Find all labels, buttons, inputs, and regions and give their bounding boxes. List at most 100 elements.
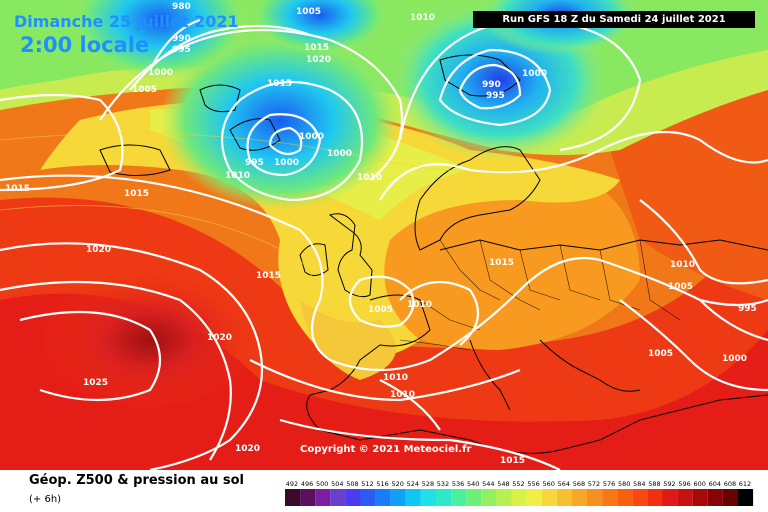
scale-value: 576: [603, 480, 615, 488]
isobar-label: 995: [486, 91, 505, 101]
scale-value: 500: [316, 480, 328, 488]
scale-value: 504: [331, 480, 343, 488]
scale-swatch: [511, 489, 527, 506]
scale-value: 568: [573, 480, 585, 488]
scale-swatch: [451, 489, 467, 506]
scale-swatch: [677, 489, 693, 506]
scale-swatch: [632, 489, 648, 506]
isobar-label: 1005: [668, 282, 694, 292]
forecast-local-time: 2:00 locale: [20, 33, 150, 57]
isobar-label: 1005: [648, 349, 674, 359]
scale-swatch: [420, 489, 436, 506]
isobar-label: 995: [738, 304, 757, 314]
isobar-label: 1000: [327, 149, 353, 159]
isobar-label: 1010: [383, 373, 409, 383]
isobar-label: 1005: [132, 85, 158, 95]
scale-swatch: [436, 489, 452, 506]
isobar-label: 1000: [274, 158, 300, 168]
isobar-label: 1025: [83, 378, 109, 388]
scale-value: 608: [724, 480, 736, 488]
scale-value: 592: [663, 480, 675, 488]
scale-value: 572: [588, 480, 600, 488]
scale-value: 540: [467, 480, 479, 488]
scale-value: 560: [542, 480, 554, 488]
scale-value: 508: [346, 480, 358, 488]
legend-title: Géop. Z500 & pression au sol: [29, 473, 244, 488]
isobar-label: 1015: [500, 456, 526, 466]
scale-value: 588: [648, 480, 660, 488]
scale-swatch: [707, 489, 723, 506]
scale-swatch: [390, 489, 406, 506]
scale-swatch: [647, 489, 663, 506]
isobar-label: 1020: [207, 333, 233, 343]
isobar-label: 1000: [522, 69, 548, 79]
scale-value: 528: [422, 480, 434, 488]
scale-swatch: [617, 489, 633, 506]
scale-swatch: [300, 489, 316, 506]
scale-value: 600: [693, 480, 705, 488]
scale-value: 556: [527, 480, 539, 488]
scale-swatch: [481, 489, 497, 506]
scale-swatch: [375, 489, 391, 506]
isobar-label: 1010: [410, 13, 436, 23]
isobar-label: 990: [482, 80, 501, 90]
scale-value: 516: [376, 480, 388, 488]
isobars: [0, 18, 768, 470]
isobar-label: 1000: [722, 354, 748, 364]
scale-swatch: [541, 489, 557, 506]
legend-subtitle: (+ 6h): [29, 494, 62, 505]
scale-swatch: [587, 489, 603, 506]
scale-value: 536: [452, 480, 464, 488]
forecast-date: Dimanche 25 juillet 2021: [14, 12, 239, 31]
isobar-label: 1010: [390, 390, 416, 400]
scale-swatch: [345, 489, 361, 506]
isobar-label: 995: [172, 45, 191, 55]
isobar-label: 995: [245, 158, 264, 168]
scale-value: 612: [739, 480, 751, 488]
scale-value: 524: [407, 480, 419, 488]
scale-swatch: [662, 489, 678, 506]
scale-swatch: [602, 489, 618, 506]
isobar-label: 1010: [357, 173, 383, 183]
scale-value: 512: [361, 480, 373, 488]
scale-value: 580: [618, 480, 630, 488]
isobar-label: 1005: [296, 7, 322, 17]
isobar-label: 1010: [407, 300, 433, 310]
scale-value: 548: [497, 480, 509, 488]
isobar-label: 1020: [235, 444, 261, 454]
scale-value: 544: [482, 480, 494, 488]
scale-swatch: [405, 489, 421, 506]
scale-swatch: [571, 489, 587, 506]
scale-swatch: [330, 489, 346, 506]
scale-value: 532: [437, 480, 449, 488]
scale-value: 596: [678, 480, 690, 488]
scale-value: 604: [709, 480, 721, 488]
isobar-label: 1015: [124, 189, 150, 199]
weather-map: [0, 0, 768, 470]
isobar-label: 1020: [86, 245, 112, 255]
scale-swatch: [315, 489, 331, 506]
isobar-label: 1015: [267, 79, 293, 89]
isobar-label: 1020: [306, 55, 332, 65]
isobar-label: 990: [172, 34, 191, 44]
model-run-label: Run GFS 18 Z du Samedi 24 juillet 2021: [473, 11, 755, 28]
scale-value: 552: [512, 480, 524, 488]
scale-swatch: [556, 489, 572, 506]
scale-value: 496: [301, 480, 313, 488]
isobar-label: 1015: [5, 184, 31, 194]
isobar-label: 1015: [304, 43, 330, 53]
scale-swatch: [466, 489, 482, 506]
scale-swatch: [496, 489, 512, 506]
scale-value: 492: [286, 480, 298, 488]
scale-swatch: [360, 489, 376, 506]
scale-swatch: [692, 489, 708, 506]
isobar-label: 1015: [489, 258, 515, 268]
scale-value: 520: [391, 480, 403, 488]
isobar-label: 980: [172, 2, 191, 12]
scale-swatch: [285, 489, 301, 506]
isobar-label: 1015: [256, 271, 282, 281]
scale-value: 584: [633, 480, 645, 488]
scale-value: 564: [558, 480, 570, 488]
scale-swatch: [526, 489, 542, 506]
isobar-label: 1000: [148, 68, 174, 78]
